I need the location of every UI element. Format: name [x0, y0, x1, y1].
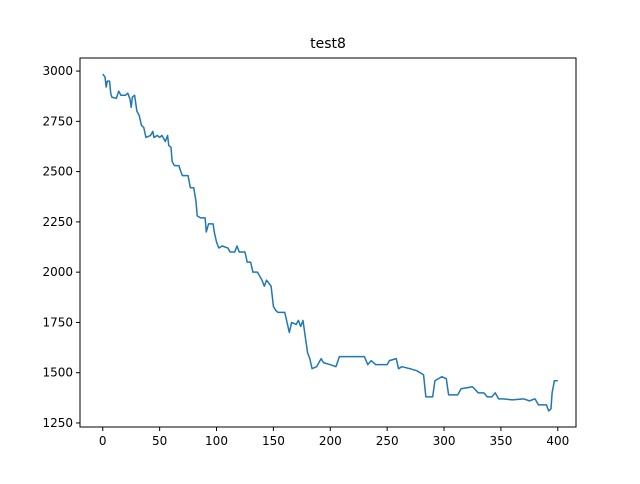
x-tick-label: 400 [546, 434, 569, 448]
plot-frame [79, 57, 577, 428]
y-tick-label: 1250 [42, 416, 73, 430]
x-tick-label: 150 [262, 434, 285, 448]
y-tick-label: 2250 [42, 215, 73, 229]
y-tick-label: 2750 [42, 114, 73, 128]
y-tick-label: 1500 [42, 366, 73, 380]
x-tick-label: 250 [376, 434, 399, 448]
x-tick-label: 200 [319, 434, 342, 448]
line [102, 73, 558, 412]
y-tick-label: 2500 [42, 165, 73, 179]
y-tick-label: 2000 [42, 265, 73, 279]
y-tick-label: 1750 [42, 315, 73, 329]
y-tick-label: 3000 [42, 64, 73, 78]
x-tick-label: 50 [152, 434, 167, 448]
x-tick-label: 0 [99, 434, 107, 448]
x-tick-label: 350 [489, 434, 512, 448]
x-tick-label: 100 [205, 434, 228, 448]
x-tick-label: 300 [433, 434, 456, 448]
chart-title: test8 [310, 36, 346, 52]
